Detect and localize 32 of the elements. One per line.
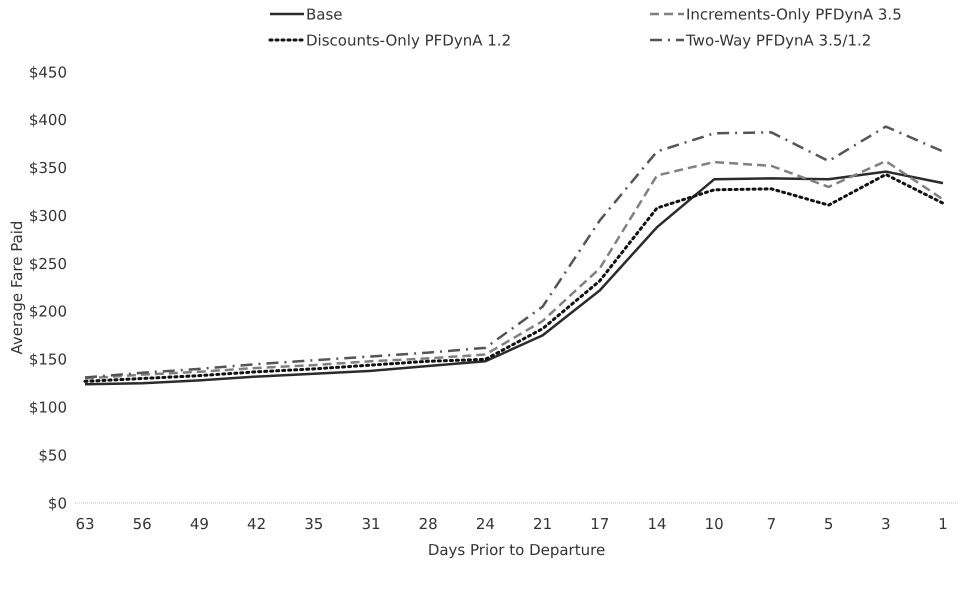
x-tick-label: 7 — [766, 515, 776, 533]
x-tick-label: 63 — [75, 515, 95, 533]
y-tick-label: $50 — [38, 446, 67, 464]
y-axis-title: Average Fare Paid — [8, 220, 26, 354]
x-tick-label: 14 — [647, 515, 667, 533]
x-tick-label: 31 — [361, 515, 381, 533]
y-tick-label: $400 — [28, 111, 67, 130]
x-tick-label: 21 — [533, 515, 552, 533]
y-tick-label: $150 — [28, 350, 67, 369]
y-tick-label: $300 — [28, 206, 67, 225]
x-axis-title: Days Prior to Departure — [428, 541, 606, 559]
x-tick-label: 5 — [824, 515, 834, 533]
y-tick-label: $250 — [28, 254, 67, 273]
legend-label: Base — [306, 5, 343, 24]
y-tick-label: $0 — [48, 494, 67, 512]
x-tick-label: 1 — [938, 515, 948, 533]
y-tick-label: $350 — [28, 159, 67, 178]
x-tick-label: 49 — [190, 515, 209, 533]
x-tick-label: 56 — [132, 515, 152, 533]
y-tick-label: $100 — [28, 398, 67, 416]
x-tick-label: 28 — [418, 515, 438, 533]
legend-label: Discounts-Only PFDynA 1.2 — [306, 31, 512, 50]
x-tick-label: 35 — [304, 515, 324, 533]
legend-label: Increments-Only PFDynA 3.5 — [686, 5, 902, 24]
x-tick-label: 17 — [590, 515, 610, 533]
y-tick-label: $200 — [28, 302, 67, 321]
x-tick-label: 24 — [476, 515, 495, 533]
legend-label: Two-Way PFDynA 3.5/1.2 — [685, 31, 872, 50]
x-tick-label: 3 — [881, 515, 891, 533]
x-tick-label: 42 — [247, 515, 266, 533]
x-tick-label: 10 — [704, 515, 724, 533]
y-tick-label: $450 — [28, 63, 67, 82]
